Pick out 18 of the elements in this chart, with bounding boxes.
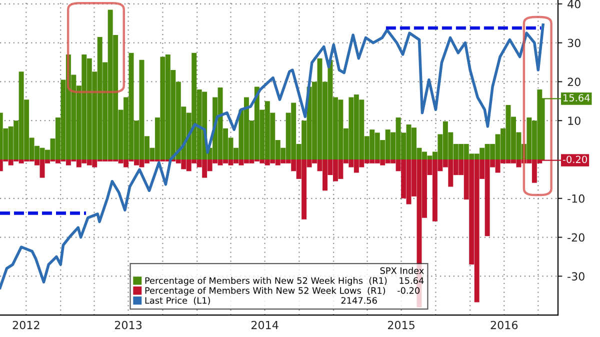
x-tick-label: 2012	[12, 320, 40, 330]
y-tick-label: 10	[568, 116, 580, 125]
x-tick-label: 2014	[251, 320, 278, 330]
y-tick-label: 20	[568, 78, 580, 86]
annotation: 15.64	[564, 94, 590, 102]
legend-label: Last Price (L1) 2147.56	[145, 296, 377, 305]
x-tick-label: 2016	[490, 320, 518, 330]
legend-label: Percentage of Members with New 52 Week Highs (R1) 15.64	[145, 277, 424, 286]
y-tick-label: 30	[568, 38, 580, 48]
legend-title: SPX Index	[380, 267, 424, 274]
annotation: -0.20	[562, 156, 587, 164]
y-tick-label: -30	[568, 272, 584, 281]
y-tick-label: 40	[568, 0, 580, 8]
y-tick-label: -20	[568, 233, 584, 242]
x-tick-label: 2015	[388, 320, 414, 330]
legend-label: Percentage of Members With New 52 Week Lows (R1) -0.20	[145, 286, 420, 296]
y-tick-label: -10	[568, 194, 584, 203]
x-tick-label: 2013	[114, 320, 142, 330]
